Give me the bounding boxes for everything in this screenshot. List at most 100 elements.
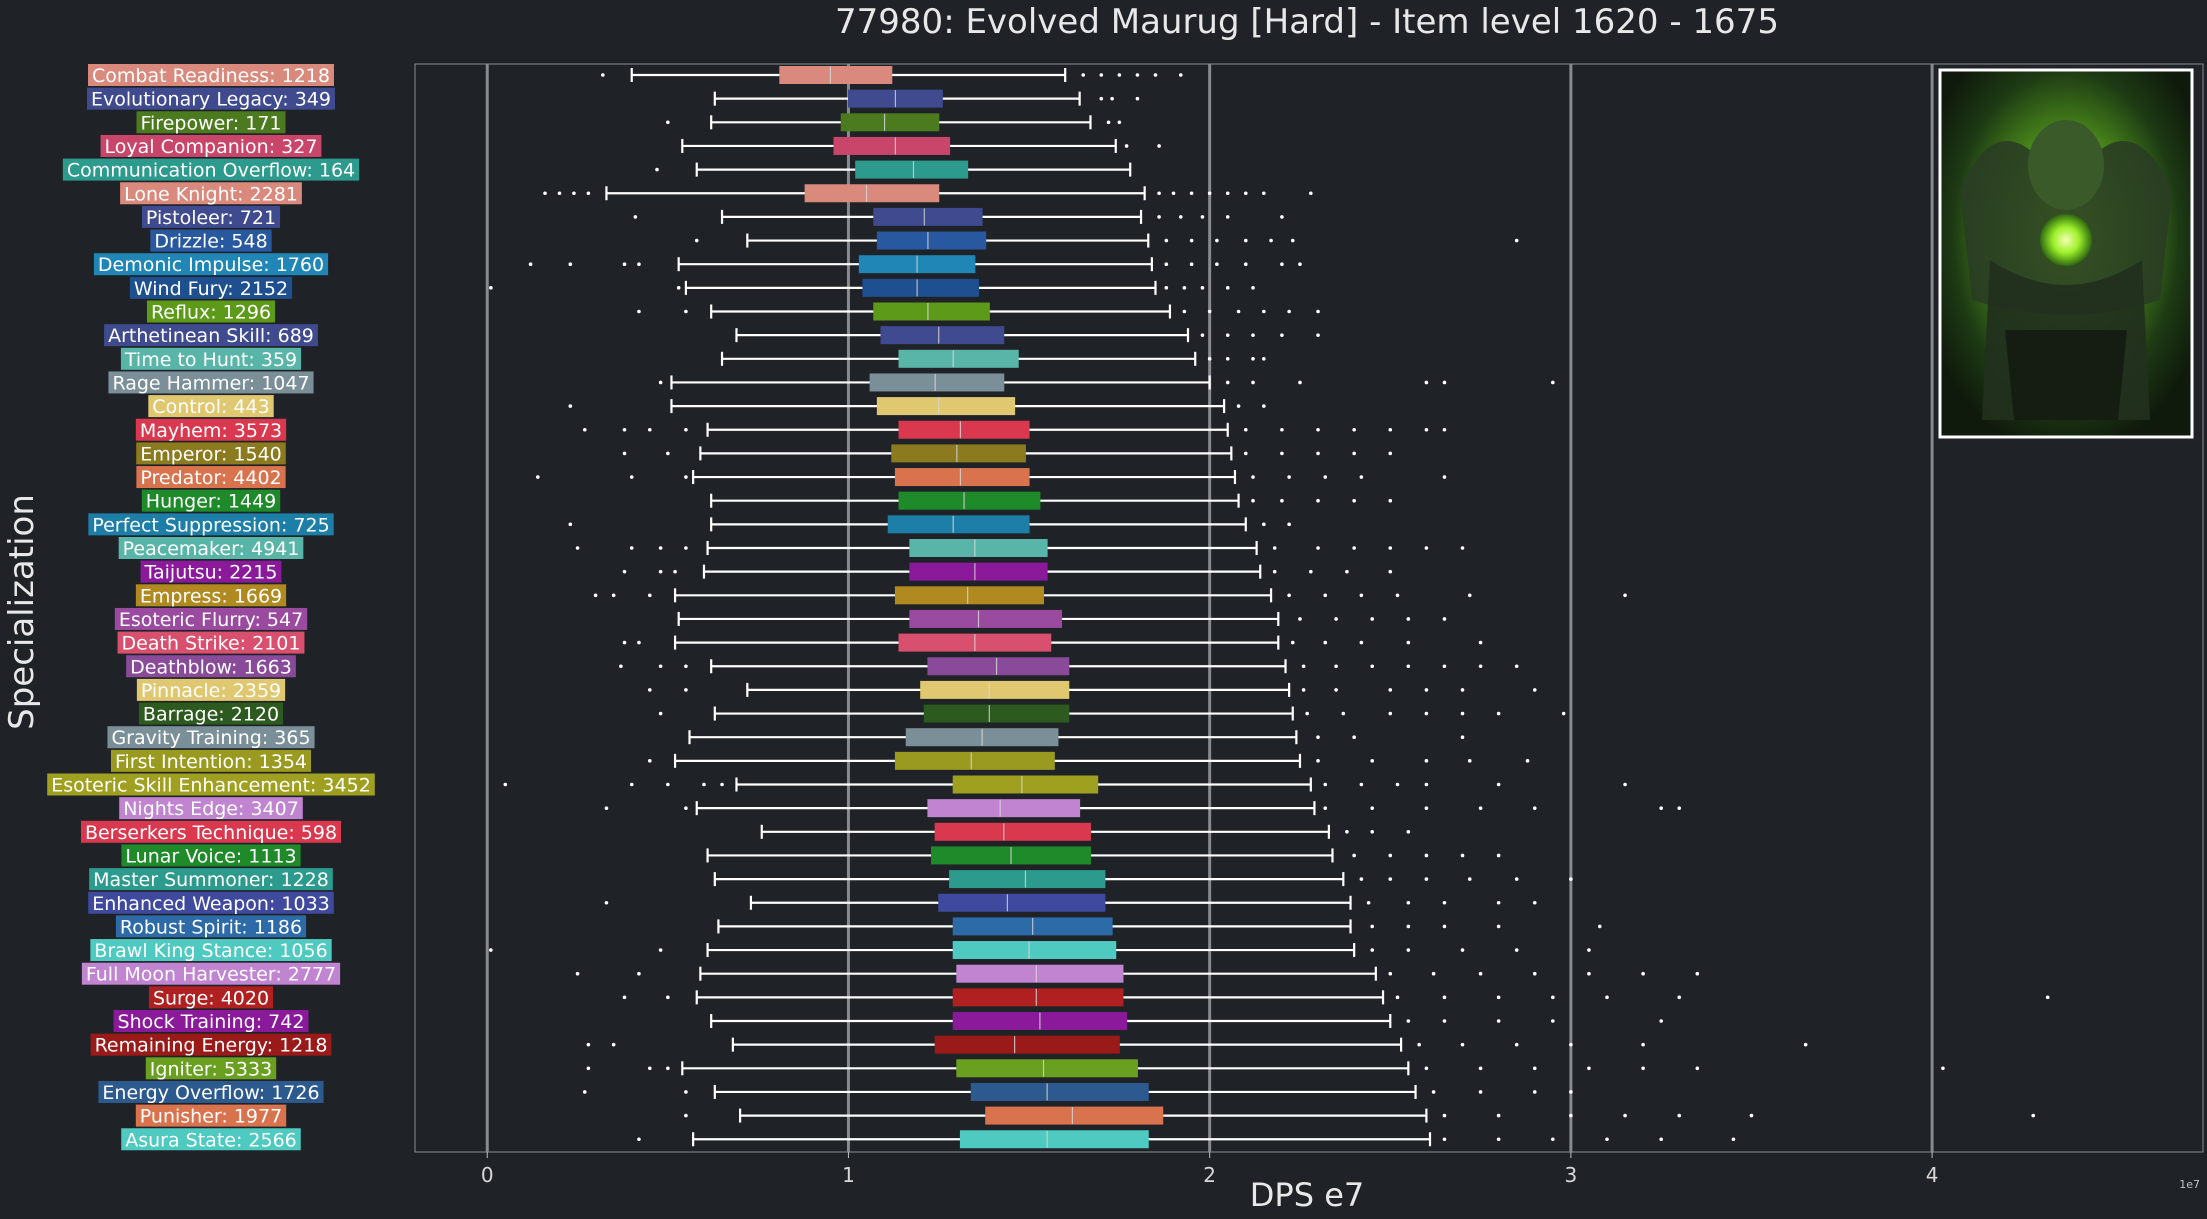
outlier-point — [622, 995, 627, 1000]
outlier-point — [1334, 617, 1338, 621]
outlier-point — [1280, 333, 1284, 337]
outlier-point — [720, 782, 724, 787]
outlier-point — [1323, 475, 1328, 479]
outlier-point — [1431, 971, 1436, 976]
category-label-text: Energy Overflow: 1726 — [102, 1082, 319, 1104]
outlier-point — [629, 546, 634, 550]
outlier-point — [1157, 144, 1161, 148]
outlier-point — [1659, 806, 1663, 810]
outlier-point — [1334, 688, 1338, 692]
outlier-point — [658, 664, 663, 669]
outlier-point — [1370, 948, 1375, 952]
outlier-point — [2045, 995, 2050, 1000]
category-label: Communication Overflow: 164 — [62, 158, 360, 182]
box-group — [760, 822, 1411, 841]
category-label-text: First Intention: 1354 — [115, 751, 307, 773]
outlier-point — [1496, 1019, 1501, 1023]
outlier-point — [1182, 309, 1187, 314]
category-label: Surge: 4020 — [148, 986, 274, 1009]
box-iqr — [952, 941, 1117, 960]
box-iqr — [956, 1059, 1138, 1078]
outlier-point — [1370, 664, 1375, 669]
box-iqr — [952, 988, 1124, 1007]
outlier-point — [1460, 735, 1465, 739]
category-label-text: Time to Hunt: 359 — [124, 349, 297, 371]
outlier-point — [1605, 995, 1609, 1000]
category-label-text: Firepower: 171 — [140, 112, 281, 134]
outlier-point — [1623, 1113, 1627, 1118]
outlier-point — [1262, 404, 1266, 408]
category-label-bg — [89, 868, 333, 891]
outlier-point — [647, 593, 652, 598]
box-group — [622, 988, 2050, 1007]
outlier-point — [1388, 971, 1393, 976]
category-label-bg — [141, 205, 281, 228]
category-label: Master Summoner: 1228 — [89, 868, 333, 891]
outlier-point — [1272, 569, 1277, 574]
outlier-point — [1417, 1042, 1421, 1047]
category-label-bg — [120, 347, 302, 370]
outlier-point — [1207, 309, 1212, 314]
outlier-point — [1406, 948, 1411, 952]
box-iqr — [840, 113, 940, 132]
category-label: Nights Edge: 3407 — [119, 797, 303, 820]
box-group — [647, 680, 1537, 699]
outlier-point — [1178, 73, 1183, 77]
category-label: Esoteric Flurry: 547 — [114, 607, 308, 631]
outlier-point — [1532, 1090, 1537, 1094]
outlier-point — [676, 286, 681, 290]
box-iqr — [985, 1106, 1164, 1125]
outlier-point — [1803, 1042, 1808, 1047]
outlier-point — [629, 782, 634, 787]
category-label-text: Lone Knight: 2281 — [124, 183, 298, 205]
category-label-bg — [93, 253, 329, 276]
box-group — [658, 704, 1566, 723]
box-group — [655, 160, 1132, 179]
x-tick-label: 4 — [1926, 1163, 1939, 1187]
category-label-bg — [110, 749, 312, 772]
category-label-bg — [115, 915, 307, 938]
outlier-point — [1345, 830, 1349, 834]
outlier-point — [1442, 617, 1447, 621]
outlier-point — [1514, 238, 1519, 243]
outlier-point — [601, 73, 605, 77]
outlier-point — [1352, 451, 1356, 456]
box-group — [575, 539, 1465, 557]
x-tick-label: 2 — [1203, 1163, 1216, 1187]
outlier-point — [1561, 711, 1566, 716]
outlier-point — [1442, 427, 1447, 432]
category-label-bg — [88, 891, 334, 914]
category-label: Loyal Companion: 327 — [100, 134, 322, 158]
outlier-point — [1605, 1137, 1609, 1142]
outlier-point — [1641, 1042, 1645, 1047]
outlier-point — [1352, 735, 1356, 739]
plot-area-frame — [414, 63, 2204, 1153]
outlier-point — [1287, 309, 1291, 314]
box-group — [528, 255, 1302, 274]
category-label-bg — [136, 466, 286, 489]
outlier-point — [1207, 191, 1212, 196]
outlier-point — [1551, 995, 1555, 1000]
outlier-point — [1135, 96, 1140, 101]
outlier-point — [1496, 924, 1501, 929]
outlier-point — [622, 262, 627, 267]
category-label: Reflux: 1296 — [146, 300, 276, 324]
category-label-bg — [108, 371, 314, 394]
outlier-point — [1215, 238, 1219, 243]
category-label-bg — [148, 395, 274, 418]
category-label: First Intention: 1354 — [110, 749, 312, 773]
y-axis-label: Specialization — [2, 494, 42, 730]
outlier-point — [1677, 1113, 1682, 1118]
outlier-point — [1659, 1019, 1663, 1023]
category-label: Hunger: 1449 — [141, 489, 281, 513]
outlier-point — [586, 1066, 591, 1071]
outlier-point — [1251, 357, 1255, 361]
category-label: Mayhem: 3573 — [135, 418, 287, 442]
box-iqr — [873, 207, 983, 226]
outlier-point — [1262, 357, 1266, 361]
outlier-point — [637, 971, 641, 976]
outlier-point — [1406, 640, 1411, 645]
outlier-point — [1395, 782, 1400, 787]
category-label-bg — [145, 1057, 277, 1080]
